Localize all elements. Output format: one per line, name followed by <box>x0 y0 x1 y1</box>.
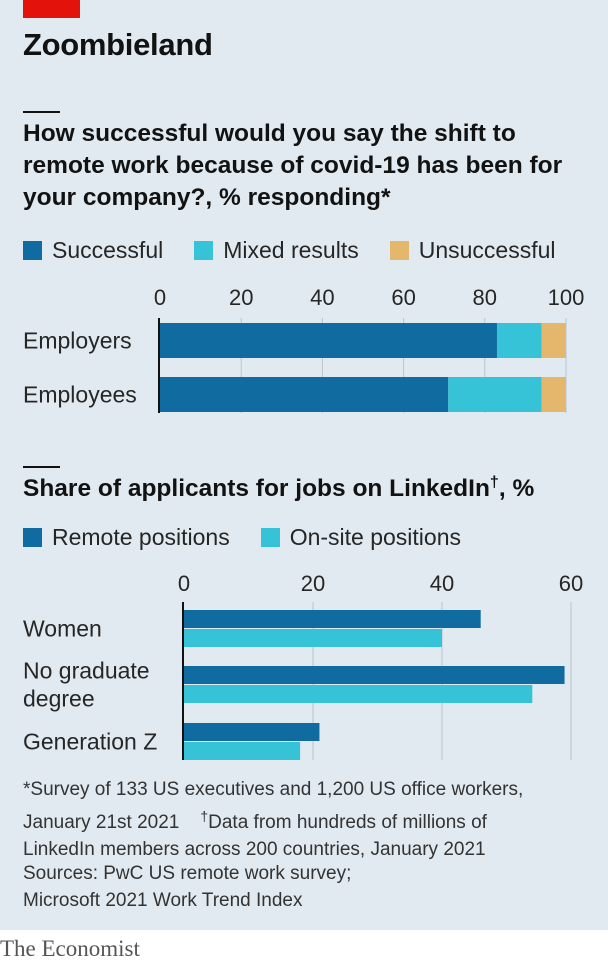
chart2-category-label: Women <box>23 616 102 642</box>
sources-line-2: Microsoft 2021 Work Trend Index <box>23 890 303 911</box>
legend-swatch-successful <box>23 240 42 260</box>
charts-svg: 0 20 40 60 80 100 Employers Employees 0 20 40 60 Wom… <box>23 285 585 760</box>
chart2-category-label: No graduate degree <box>23 658 150 712</box>
chart2-bar-remote-positions-no-graduate-degree <box>184 666 565 684</box>
chart1-title: How successful would you say the shift t… <box>23 120 563 211</box>
footnote-line-1: *Survey of 133 US executives and 1,200 U… <box>23 779 524 800</box>
chart2-bar-remote-positions-generation-z <box>184 723 320 741</box>
chart1-category-label: Employees <box>23 382 137 408</box>
chart1-tick-label: 100 <box>548 285 585 310</box>
chart2-tick-label: 0 <box>178 571 190 596</box>
legend-item-mixed-results: Mixed results <box>194 236 359 264</box>
legend-item-on-site-positions: On-site positions <box>260 523 462 551</box>
chart2-tick-label: 20 <box>301 571 325 596</box>
legend-swatch-on-site-positions <box>260 527 280 547</box>
legend-label-on-site-positions: On-site positions <box>289 523 462 550</box>
footnote: *Survey of 133 US executives and 1,200 U… <box>23 776 598 863</box>
chart2-tick-label: 40 <box>430 571 454 596</box>
chart2-title: Share of applicants for jobs on LinkedIn… <box>23 474 534 503</box>
footnote-linkedin: Data from hundreds of millions of <box>208 812 487 833</box>
chart1-category-label: Employers <box>23 328 132 354</box>
chart1-rule <box>23 111 60 113</box>
footnote-dagger: † <box>200 808 209 824</box>
legend-label-mixed-results: Mixed results <box>223 236 359 263</box>
chart1-bar-successful-employers <box>160 323 497 358</box>
chart1-tick-label: 20 <box>229 285 253 310</box>
chart1-tick-label: 40 <box>310 285 334 310</box>
chart2-tick-label: 60 <box>559 571 583 596</box>
chart1-tick-label: 60 <box>391 285 415 310</box>
chart2-category-label-line: Women <box>23 616 102 642</box>
legend-item-remote-positions: Remote positions <box>23 524 230 551</box>
sources: Sources: PwC US remote work survey; Micr… <box>23 860 598 914</box>
chart2-category-label-line: degree <box>23 686 95 712</box>
chart1-legend: Successful Mixed results Unsuccessful <box>23 235 586 265</box>
footnote-line-2: January 21st 2021 †Data from hundreds of … <box>23 803 598 836</box>
legend-swatch-mixed-results <box>194 240 214 260</box>
chart2-category-label: Generation Z <box>23 729 157 755</box>
chart2-title-suffix: , % <box>498 475 535 502</box>
legend-swatch-unsuccessful <box>389 240 409 260</box>
chart1-bar-successful-employees <box>160 377 449 412</box>
chart2-category-label-line: No graduate <box>23 658 150 684</box>
legend-label-remote-positions: Remote positions <box>52 523 230 550</box>
legend-item-unsuccessful: Unsuccessful <box>389 236 556 264</box>
red-tag-logo <box>23 0 80 18</box>
chart1-bar-mixed-results-employees <box>448 377 542 412</box>
chart2-bar-on-site-positions-generation-z <box>184 742 301 760</box>
legend-label-successful: Successful <box>52 236 164 263</box>
chart2-bar-remote-positions-women <box>184 610 481 628</box>
footnote-date: January 21st 2021 <box>23 812 180 833</box>
chart1-tick-label: 0 <box>154 285 166 310</box>
chart2-bar-on-site-positions-no-graduate-degree <box>184 685 533 703</box>
chart1-bar-mixed-results-employers <box>496 323 542 358</box>
chart1-bar-unsuccessful-employees <box>541 377 566 412</box>
headline: Zoombieland <box>23 27 213 62</box>
chart1-bar-unsuccessful-employers <box>541 323 566 358</box>
legend-label-unsuccessful: Unsuccessful <box>418 236 556 263</box>
chart2-bar-on-site-positions-women <box>184 629 442 647</box>
economist-logo: The Economist <box>0 936 140 961</box>
chart2-rule <box>23 466 60 468</box>
chart1-tick-label: 80 <box>473 285 497 310</box>
chart-panel <box>0 0 608 930</box>
legend-swatch-remote-positions <box>23 527 42 547</box>
footnote-line-3: LinkedIn members across 200 countries, J… <box>23 839 486 860</box>
sources-line-1: Sources: PwC US remote work survey; <box>23 863 352 884</box>
chart2-legend: Remote positions On-site positions <box>23 522 492 552</box>
chart2-title-dagger: † <box>489 474 499 491</box>
chart2-category-label-line: Generation Z <box>23 729 157 755</box>
chart2-title-text: Share of applicants for jobs on LinkedIn <box>23 475 490 502</box>
legend-item-successful: Successful <box>23 237 163 264</box>
